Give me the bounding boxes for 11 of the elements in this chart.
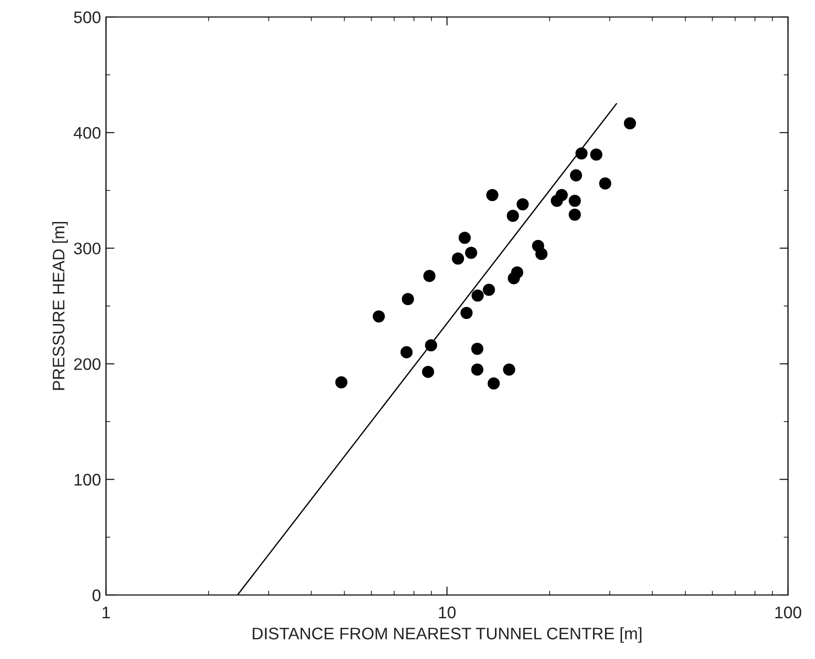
y-tick-label: 100 <box>74 474 100 486</box>
x-tick-label: 100 <box>775 606 802 618</box>
y-tick-label: 200 <box>74 358 100 370</box>
x-tick-label: 10 <box>439 606 456 618</box>
y-tick-label: 300 <box>74 242 100 254</box>
y-tick-label: 400 <box>74 127 100 139</box>
x-tick-label: 1 <box>102 606 110 618</box>
x-axis-title: DISTANCE FROM NEAREST TUNNEL CENTRE [m] <box>252 627 642 643</box>
y-tick-label: 0 <box>92 589 100 602</box>
y-axis-title: PRESSURE HEAD [m] <box>52 222 68 390</box>
y-tick-label: 500 <box>74 11 100 24</box>
